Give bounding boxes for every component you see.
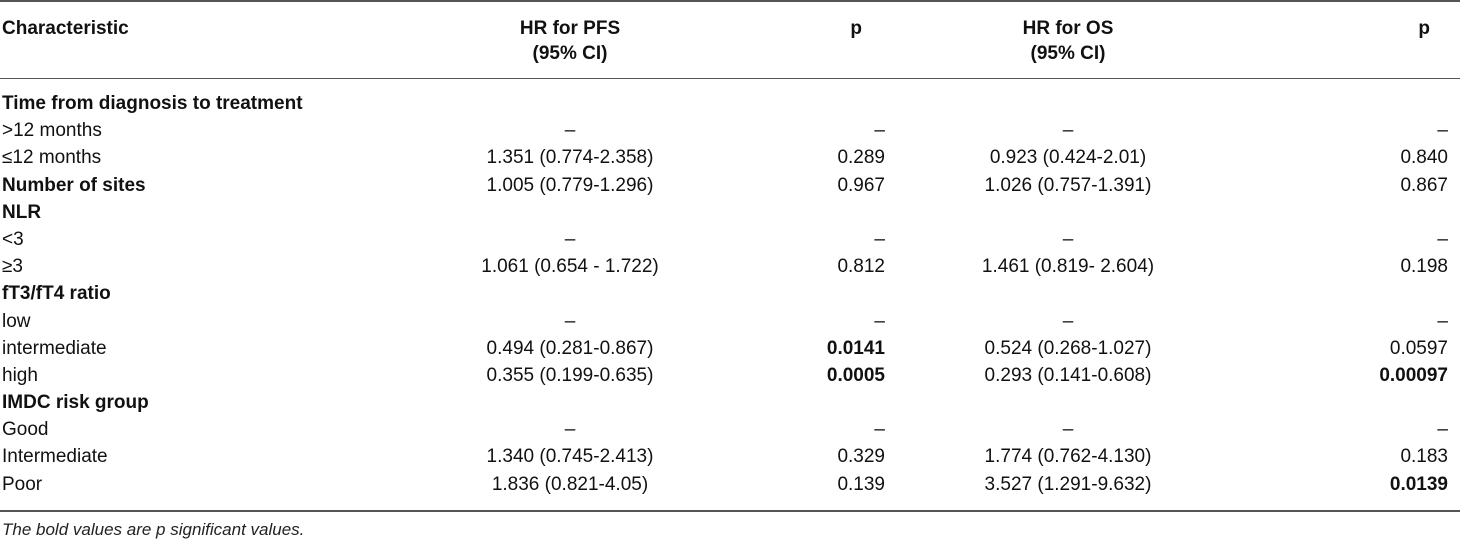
hr-pfs-cell: –: [564, 120, 576, 142]
table-row: ≥3 1.061 (0.654 - 1.722) 0.812 1.461 (0.819…: [0, 253, 1460, 280]
hr-os-cell: 0.524 (0.268-1.027): [984, 337, 1152, 359]
row-label: <3: [2, 228, 24, 250]
row-label: ≤12 months: [2, 147, 102, 169]
p-os-cell: –: [1437, 310, 1448, 332]
table-footnote: The bold values are p significant values…: [2, 520, 305, 539]
hr-pfs-cell: 1.836 (0.821-4.05): [491, 473, 649, 495]
header-hr-pfs-line1: HR for PFS: [519, 18, 621, 39]
p-pfs-cell: 0.0141: [826, 337, 885, 359]
p-pfs-cell: –: [874, 419, 885, 441]
row-label: Poor: [2, 473, 43, 495]
table-row: Intermediate 1.340 (0.745-2.413) 0.329 1.77…: [0, 443, 1460, 470]
p-pfs-cell: 0.139: [837, 473, 885, 495]
row-label: high: [2, 364, 38, 386]
row-label: Time from diagnosis to treatment: [2, 93, 303, 114]
table-row: Good – – – –: [0, 416, 1460, 443]
header-characteristic: Characteristic: [2, 18, 129, 39]
header-p-pfs: p: [850, 18, 862, 39]
p-os-cell: 0.183: [1400, 446, 1448, 468]
row-label: low: [2, 310, 31, 332]
hr-os-cell: –: [1062, 120, 1074, 142]
row-label: fT3/fT4 ratio: [2, 283, 111, 305]
hr-os-cell: 1.461 (0.819- 2.604): [981, 256, 1155, 278]
p-os-cell: 0.0139: [1389, 473, 1448, 495]
p-pfs-cell: 0.812: [837, 256, 885, 278]
p-pfs-cell: –: [874, 228, 885, 250]
p-os-cell: –: [1437, 419, 1448, 441]
hr-pfs-cell: 1.061 (0.654 - 1.722): [481, 256, 659, 278]
p-os-cell: 0.840: [1400, 147, 1448, 169]
table-row: ≤12 months 1.351 (0.774-2.358) 0.289 0.923 …: [0, 144, 1460, 171]
top-rule: [0, 0, 1460, 2]
p-pfs-cell: 0.289: [837, 147, 885, 169]
hr-pfs-cell: 1.005 (0.779-1.296): [486, 174, 654, 196]
hr-pfs-cell: –: [564, 419, 576, 441]
row-label: Number of sites: [2, 174, 146, 196]
header-hr-os-line1: HR for OS: [1022, 18, 1114, 39]
table-row: intermediate 0.494 (0.281-0.867) 0.0141 0.5…: [0, 335, 1460, 362]
table-row: low – – – –: [0, 308, 1460, 335]
p-os-cell: 0.867: [1400, 174, 1448, 196]
row-label: ≥3: [2, 256, 23, 278]
hr-os-cell: 3.527 (1.291-9.632): [984, 473, 1152, 495]
table-row: >12 months – – – –: [0, 117, 1460, 144]
hr-pfs-cell: 1.340 (0.745-2.413): [486, 446, 654, 468]
p-os-cell: 0.0597: [1389, 337, 1448, 359]
header-hr-os: HR for OS (95% CI): [900, 16, 1236, 66]
row-label: intermediate: [2, 337, 107, 359]
header-hr-os-line2: (95% CI): [1030, 43, 1106, 64]
p-pfs-cell: –: [874, 120, 885, 142]
table-row: Number of sites 1.005 (0.779-1.296) 0.967 1…: [0, 172, 1460, 199]
row-label: Good: [2, 419, 49, 441]
hr-os-cell: 1.026 (0.757-1.391): [984, 174, 1152, 196]
hr-pfs-cell: –: [564, 310, 576, 332]
table-row: Time from diagnosis to treatment: [0, 90, 1460, 117]
table-row: NLR: [0, 199, 1460, 226]
hr-pfs-cell: 0.494 (0.281-0.867): [486, 337, 654, 359]
table-row: fT3/fT4 ratio: [0, 280, 1460, 307]
row-label: Intermediate: [2, 446, 108, 468]
p-os-cell: 0.198: [1400, 256, 1448, 278]
p-os-cell: 0.00097: [1379, 364, 1448, 386]
row-label: NLR: [2, 201, 42, 223]
table-row: Poor 1.836 (0.821-4.05) 0.139 3.527 (1.291-…: [0, 471, 1460, 498]
p-pfs-cell: –: [874, 310, 885, 332]
table-row: <3 – – – –: [0, 226, 1460, 253]
hr-os-cell: –: [1062, 228, 1074, 250]
hr-os-cell: –: [1062, 310, 1074, 332]
header-rule: [0, 78, 1460, 79]
row-label: IMDC risk group: [2, 392, 149, 414]
row-label: >12 months: [2, 120, 102, 142]
header-hr-pfs-line2: (95% CI): [532, 43, 608, 64]
header-hr-pfs: HR for PFS (95% CI): [400, 16, 740, 66]
p-pfs-cell: 0.0005: [826, 364, 885, 386]
p-os-cell: –: [1437, 120, 1448, 142]
table-row: IMDC risk group: [0, 389, 1460, 416]
hr-os-cell: –: [1062, 419, 1074, 441]
p-pfs-cell: 0.967: [837, 174, 885, 196]
bottom-rule: [0, 510, 1460, 512]
p-os-cell: –: [1437, 228, 1448, 250]
hr-pfs-cell: –: [564, 228, 576, 250]
hr-os-cell: 0.923 (0.424-2.01): [989, 147, 1147, 169]
hr-pfs-cell: 0.355 (0.199-0.635): [486, 364, 654, 386]
table-row: high 0.355 (0.199-0.635) 0.0005 0.293 (0.14…: [0, 362, 1460, 389]
hr-pfs-cell: 1.351 (0.774-2.358): [486, 147, 654, 169]
hr-os-cell: 0.293 (0.141-0.608): [984, 364, 1152, 386]
p-pfs-cell: 0.329: [837, 446, 885, 468]
header-p-os: p: [1418, 18, 1430, 39]
hr-os-cell: 1.774 (0.762-4.130): [984, 446, 1152, 468]
table-body: Time from diagnosis to treatment >12 mont…: [0, 90, 1460, 498]
